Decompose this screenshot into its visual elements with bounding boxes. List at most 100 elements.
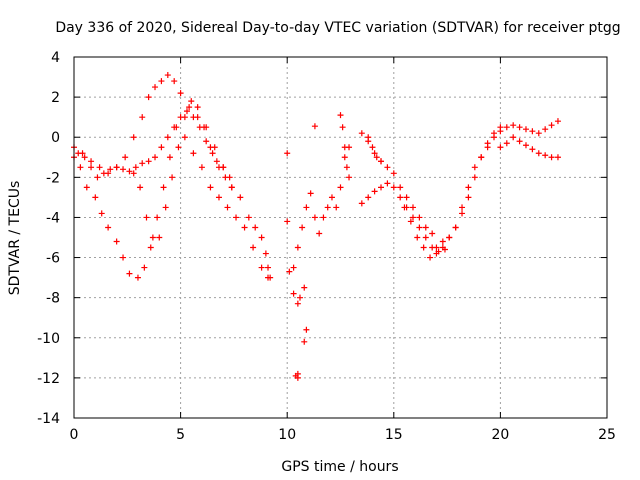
data-point [554, 154, 561, 161]
data-point [294, 244, 301, 251]
data-point [497, 144, 504, 151]
x-tick-label: 25 [598, 427, 616, 443]
data-point [429, 230, 436, 237]
x-tick-label: 10 [278, 427, 296, 443]
data-point [478, 154, 485, 161]
data-point [422, 234, 429, 241]
data-points [71, 72, 561, 381]
data-point [143, 214, 150, 221]
data-point [459, 210, 466, 217]
data-point [94, 174, 101, 181]
data-point [215, 194, 222, 201]
data-point [284, 150, 291, 157]
data-point [452, 224, 459, 231]
data-point [290, 290, 297, 297]
data-point [401, 204, 408, 211]
data-point [403, 194, 410, 201]
data-point [341, 154, 348, 161]
data-point [384, 180, 391, 187]
series-sat-g [290, 144, 353, 271]
series-sat-k [365, 134, 385, 165]
y-tick-label: 0 [51, 130, 60, 146]
series-sat-d [130, 98, 233, 241]
data-point [548, 122, 555, 129]
data-point [303, 204, 310, 211]
data-point [77, 164, 84, 171]
data-point [149, 234, 156, 241]
data-point [516, 138, 523, 145]
series-sat-b [71, 72, 244, 201]
data-point [303, 326, 310, 333]
series-sat-n [497, 134, 561, 161]
data-point [137, 184, 144, 191]
data-point [414, 234, 421, 241]
data-point [516, 124, 523, 131]
data-point [459, 204, 466, 211]
data-point [427, 254, 434, 261]
data-point [529, 128, 536, 135]
data-point [171, 124, 178, 131]
data-point [96, 164, 103, 171]
data-point [465, 184, 472, 191]
data-point [390, 184, 397, 191]
series-sat-e [245, 214, 274, 281]
data-point [228, 184, 235, 191]
y-tick-label: -12 [37, 371, 60, 387]
data-point [113, 164, 120, 171]
data-point [160, 184, 167, 191]
data-point [252, 224, 259, 231]
data-point [416, 224, 423, 231]
data-point [220, 164, 227, 171]
data-point [207, 144, 214, 151]
data-point [296, 294, 303, 301]
data-point [120, 166, 127, 173]
data-point [105, 224, 112, 231]
data-point [301, 338, 308, 345]
data-point [198, 164, 205, 171]
data-point [497, 128, 504, 135]
data-point [203, 138, 210, 145]
data-point [194, 104, 201, 111]
data-point [154, 214, 161, 221]
data-point [299, 224, 306, 231]
data-point [307, 190, 314, 197]
data-point [224, 204, 231, 211]
data-point [286, 268, 293, 275]
data-point [201, 124, 208, 131]
data-point [365, 194, 372, 201]
data-point [346, 174, 353, 181]
data-point [433, 244, 440, 251]
data-point [409, 214, 416, 221]
data-point [343, 164, 350, 171]
x-tick-label: 5 [176, 427, 185, 443]
data-point [510, 122, 517, 129]
data-point [484, 144, 491, 151]
data-point [262, 250, 269, 257]
y-axis-label: SDTVAR / TECUs [7, 181, 23, 296]
data-point [120, 254, 127, 261]
series-sat-f [284, 150, 310, 381]
data-point [341, 144, 348, 151]
data-point [233, 214, 240, 221]
data-point [294, 300, 301, 307]
data-point [384, 164, 391, 171]
data-point [177, 90, 184, 97]
data-point [284, 218, 291, 225]
data-point [265, 264, 272, 271]
y-tick-label: 4 [51, 50, 60, 66]
data-point [522, 126, 529, 133]
data-point [439, 238, 446, 245]
data-point [267, 274, 274, 281]
data-point [373, 154, 380, 161]
data-point [378, 158, 385, 165]
data-point [337, 184, 344, 191]
data-point [422, 224, 429, 231]
data-point [181, 114, 188, 121]
data-point [311, 214, 318, 221]
data-point [164, 72, 171, 79]
data-point [158, 78, 165, 85]
x-tick-label: 0 [70, 427, 79, 443]
data-point [324, 204, 331, 211]
data-point [88, 158, 95, 165]
